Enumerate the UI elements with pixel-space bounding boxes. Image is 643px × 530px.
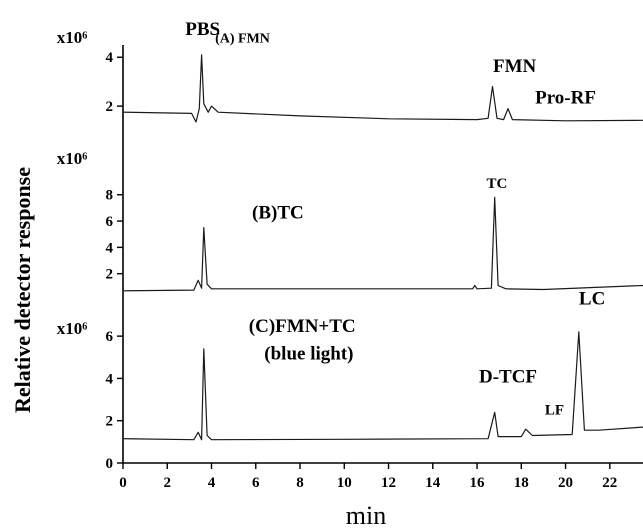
y-tick-label-C: 4: [106, 371, 114, 387]
series-line-A: [122, 54, 643, 123]
x-tick-label: 16: [470, 475, 486, 491]
annotation-A: FMN: [493, 56, 537, 77]
x-tick-label: 20: [558, 475, 573, 491]
x-axis-label: min: [346, 501, 386, 530]
x-tick-label: 22: [602, 475, 617, 491]
x-tick-label: 2: [164, 475, 172, 491]
x-tick-label: 10: [337, 475, 352, 491]
series-line-B: [122, 196, 643, 292]
annotation-A: PBS: [185, 19, 220, 40]
annotation-C: (blue light): [264, 343, 353, 364]
x-tick-label: 18: [514, 475, 529, 491]
x-tick-label: 4: [208, 475, 216, 491]
y-tick-label-A: 4: [106, 50, 114, 66]
y-tick-label-B: 8: [106, 188, 114, 204]
annotation-C: LC: [579, 288, 605, 309]
x-tick-label: 0: [119, 475, 127, 491]
annotation-C: LF: [545, 402, 564, 418]
x-tick-label: 14: [425, 475, 441, 491]
annotation-C: (C)FMN+TC: [249, 316, 356, 337]
y-axis-label: Relative detector response: [10, 167, 35, 413]
x-tick-label: 6: [252, 475, 260, 491]
x-tick-label: 12: [381, 475, 396, 491]
y-tick-label-B: 4: [106, 240, 114, 256]
annotation-A: (A) FMN: [215, 32, 270, 47]
y-tick-label-C: 0: [106, 456, 114, 472]
y-tick-label-A: 2: [106, 99, 114, 115]
annotation-B: (B)TC: [252, 202, 304, 223]
annotation-A: Pro-RF: [535, 88, 596, 109]
y-tick-label-C: 2: [106, 414, 114, 430]
x-tick-label: 8: [296, 475, 304, 491]
y-tick-label-B: 6: [106, 214, 114, 230]
annotation-B: TC: [487, 176, 508, 192]
multiplier-label-C: x10⁶: [57, 319, 88, 338]
series-line-C: [122, 331, 643, 441]
multiplier-label-B: x10⁶: [57, 149, 88, 168]
annotation-C: D-TCF: [479, 367, 537, 388]
multiplier-label-A: x10⁶: [57, 28, 88, 47]
y-tick-label-C: 6: [106, 329, 114, 345]
y-tick-label-B: 2: [106, 267, 114, 283]
